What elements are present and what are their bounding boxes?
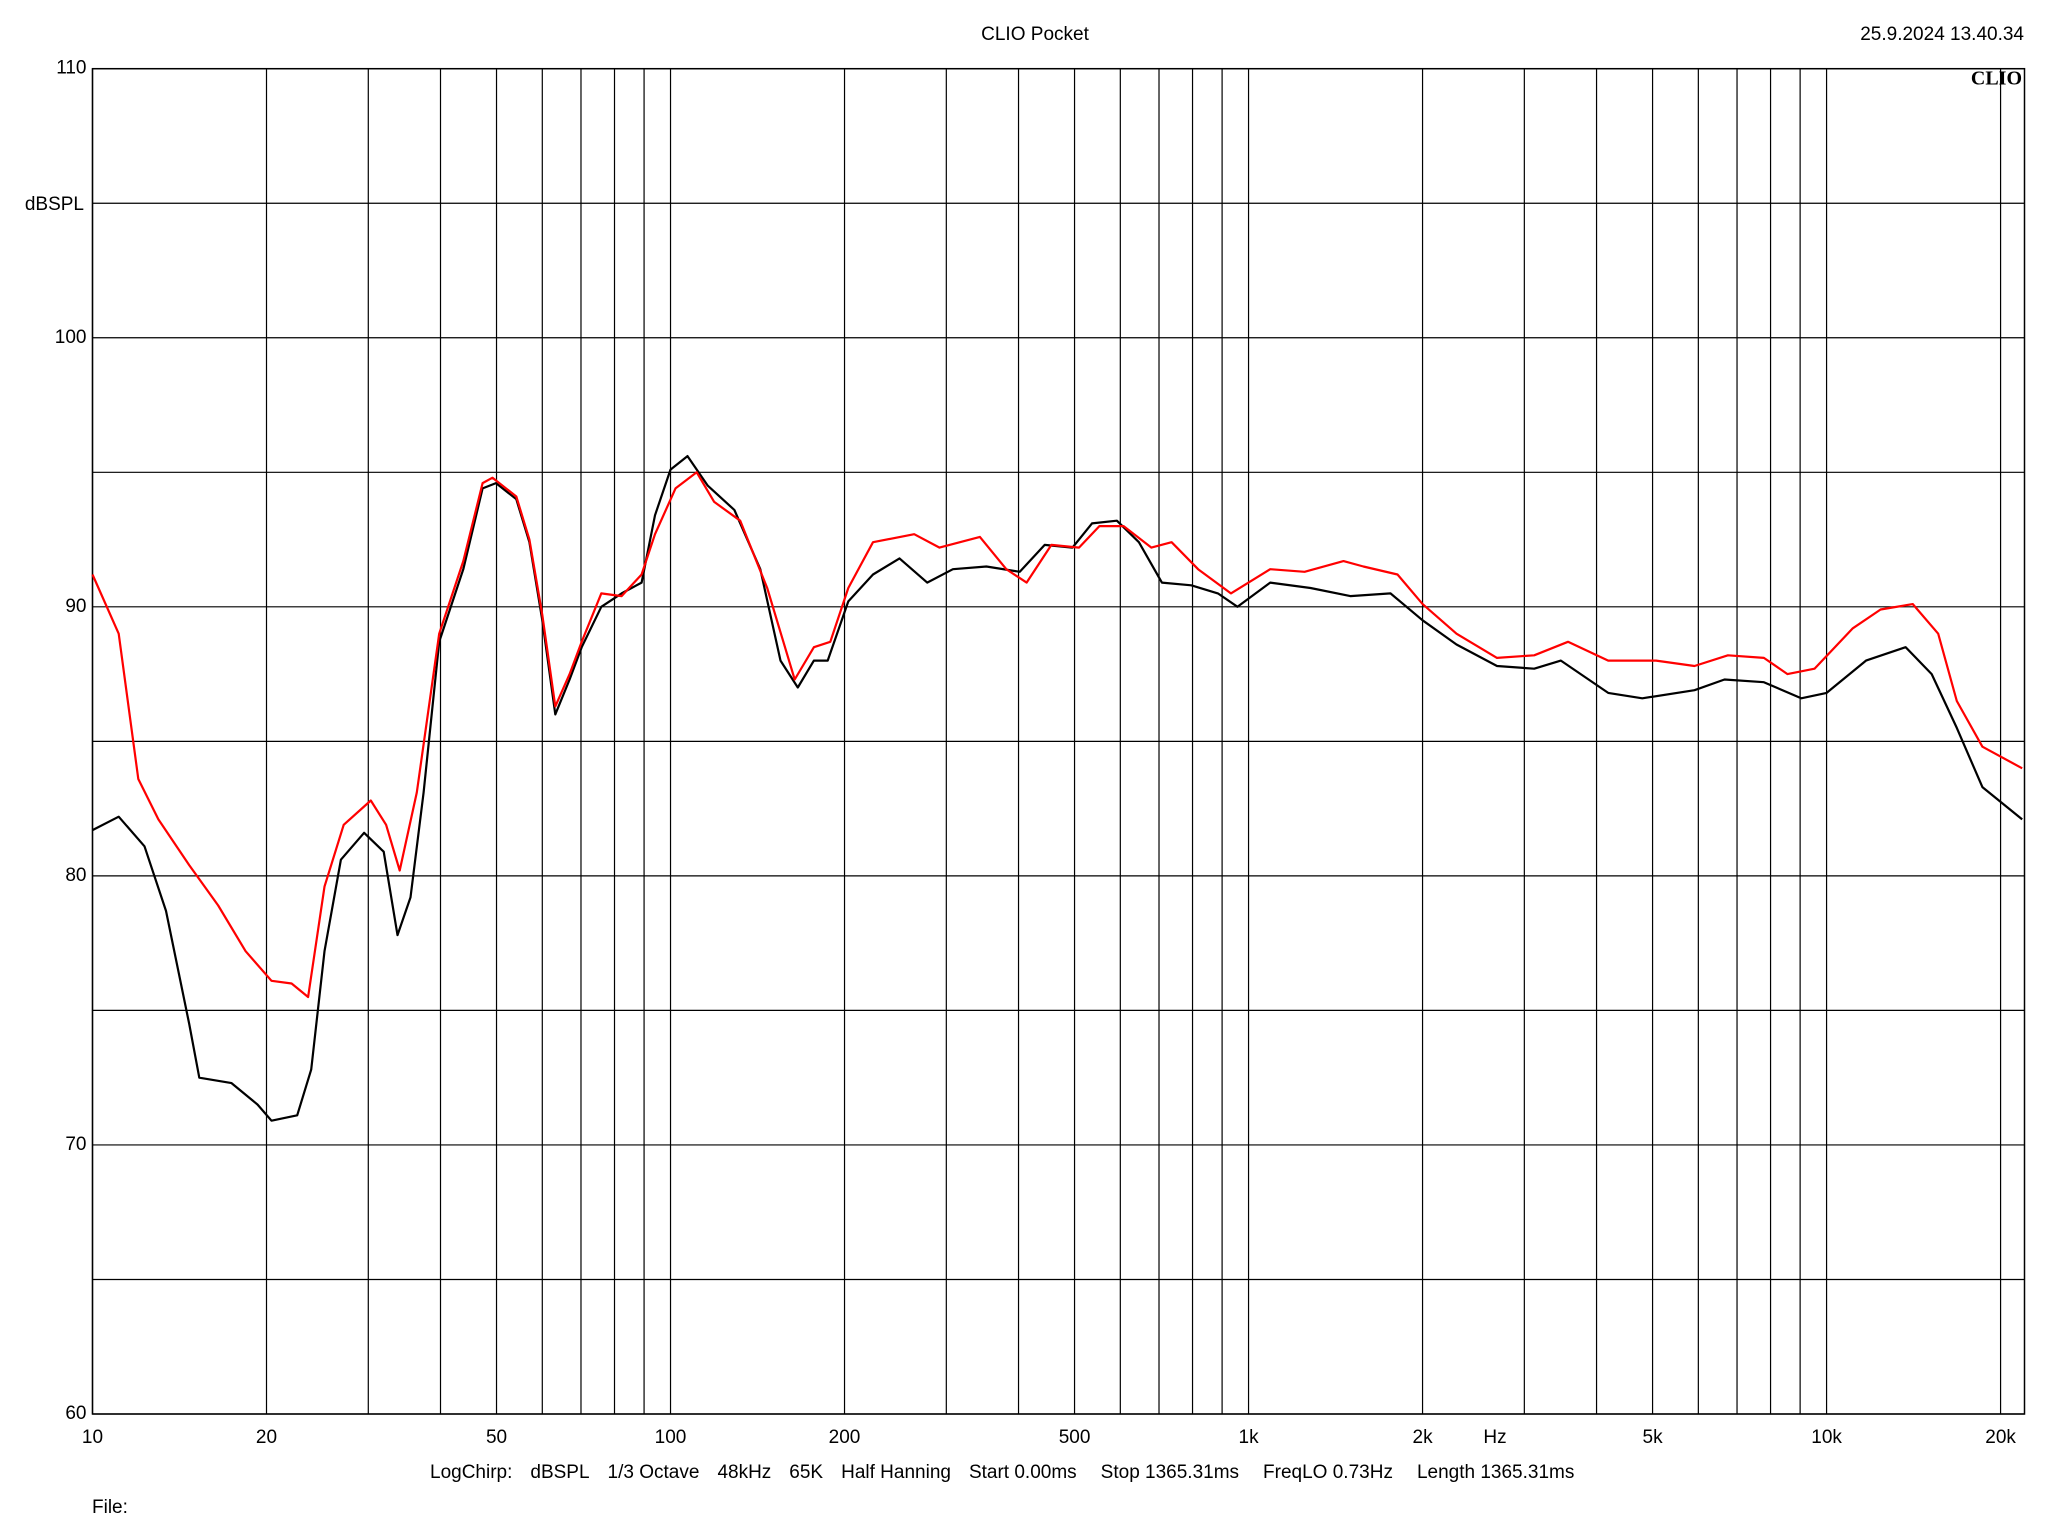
plot-frame — [91, 67, 2026, 1415]
setting-item: LogChirp: — [430, 1462, 512, 1483]
setting-item: Stop 1365.31ms — [1101, 1462, 1239, 1483]
setting-item: Start 0.00ms — [969, 1462, 1077, 1483]
x-tick-label: 1k — [1239, 1427, 1260, 1448]
y-tick-label: 80 — [65, 865, 86, 886]
setting-item: dBSPL — [530, 1462, 589, 1483]
series-line — [91, 455, 2023, 1122]
y-tick-label: 100 — [55, 327, 87, 348]
x-tick-label: 20 — [256, 1427, 277, 1448]
setting-item: FreqLO 0.73Hz — [1263, 1462, 1393, 1483]
x-tick-label: 20k — [1985, 1427, 2016, 1448]
setting-item: 65K — [789, 1462, 823, 1483]
x-axis-unit: Hz — [1483, 1427, 1506, 1448]
series-line — [91, 471, 2023, 999]
settings-row: LogChirp: dBSPL 1/3 Octave 48kHz 65K Half Han… — [430, 1462, 1574, 1483]
setting-item: Length 1365.31ms — [1417, 1462, 1574, 1483]
y-tick-label: 60 — [65, 1403, 86, 1424]
x-tick-label: 500 — [1059, 1427, 1091, 1448]
y-axis-label: dBSPL — [25, 194, 84, 215]
y-tick-label: 90 — [65, 596, 86, 617]
x-tick-label: 50 — [486, 1427, 507, 1448]
x-tick-label: 100 — [655, 1427, 687, 1448]
timestamp: 25.9.2024 13.40.34 — [1860, 24, 2024, 45]
y-tick-label: 70 — [65, 1134, 86, 1155]
y-tick-label: 110 — [56, 58, 86, 79]
setting-item: 48kHz — [717, 1462, 771, 1483]
x-tick-label: 200 — [829, 1427, 861, 1448]
file-label: File: — [92, 1497, 128, 1518]
chart-title: CLIO Pocket — [981, 24, 1089, 45]
x-tick-label: 5k — [1643, 1427, 1664, 1448]
setting-item: Half Hanning — [841, 1462, 951, 1483]
x-tick-label: 10k — [1811, 1427, 1842, 1448]
x-tick-label: 10 — [82, 1427, 103, 1448]
x-tick-label: 2k — [1413, 1427, 1434, 1448]
setting-item: 1/3 Octave — [608, 1462, 700, 1483]
logo: CLIO — [1971, 68, 2022, 90]
